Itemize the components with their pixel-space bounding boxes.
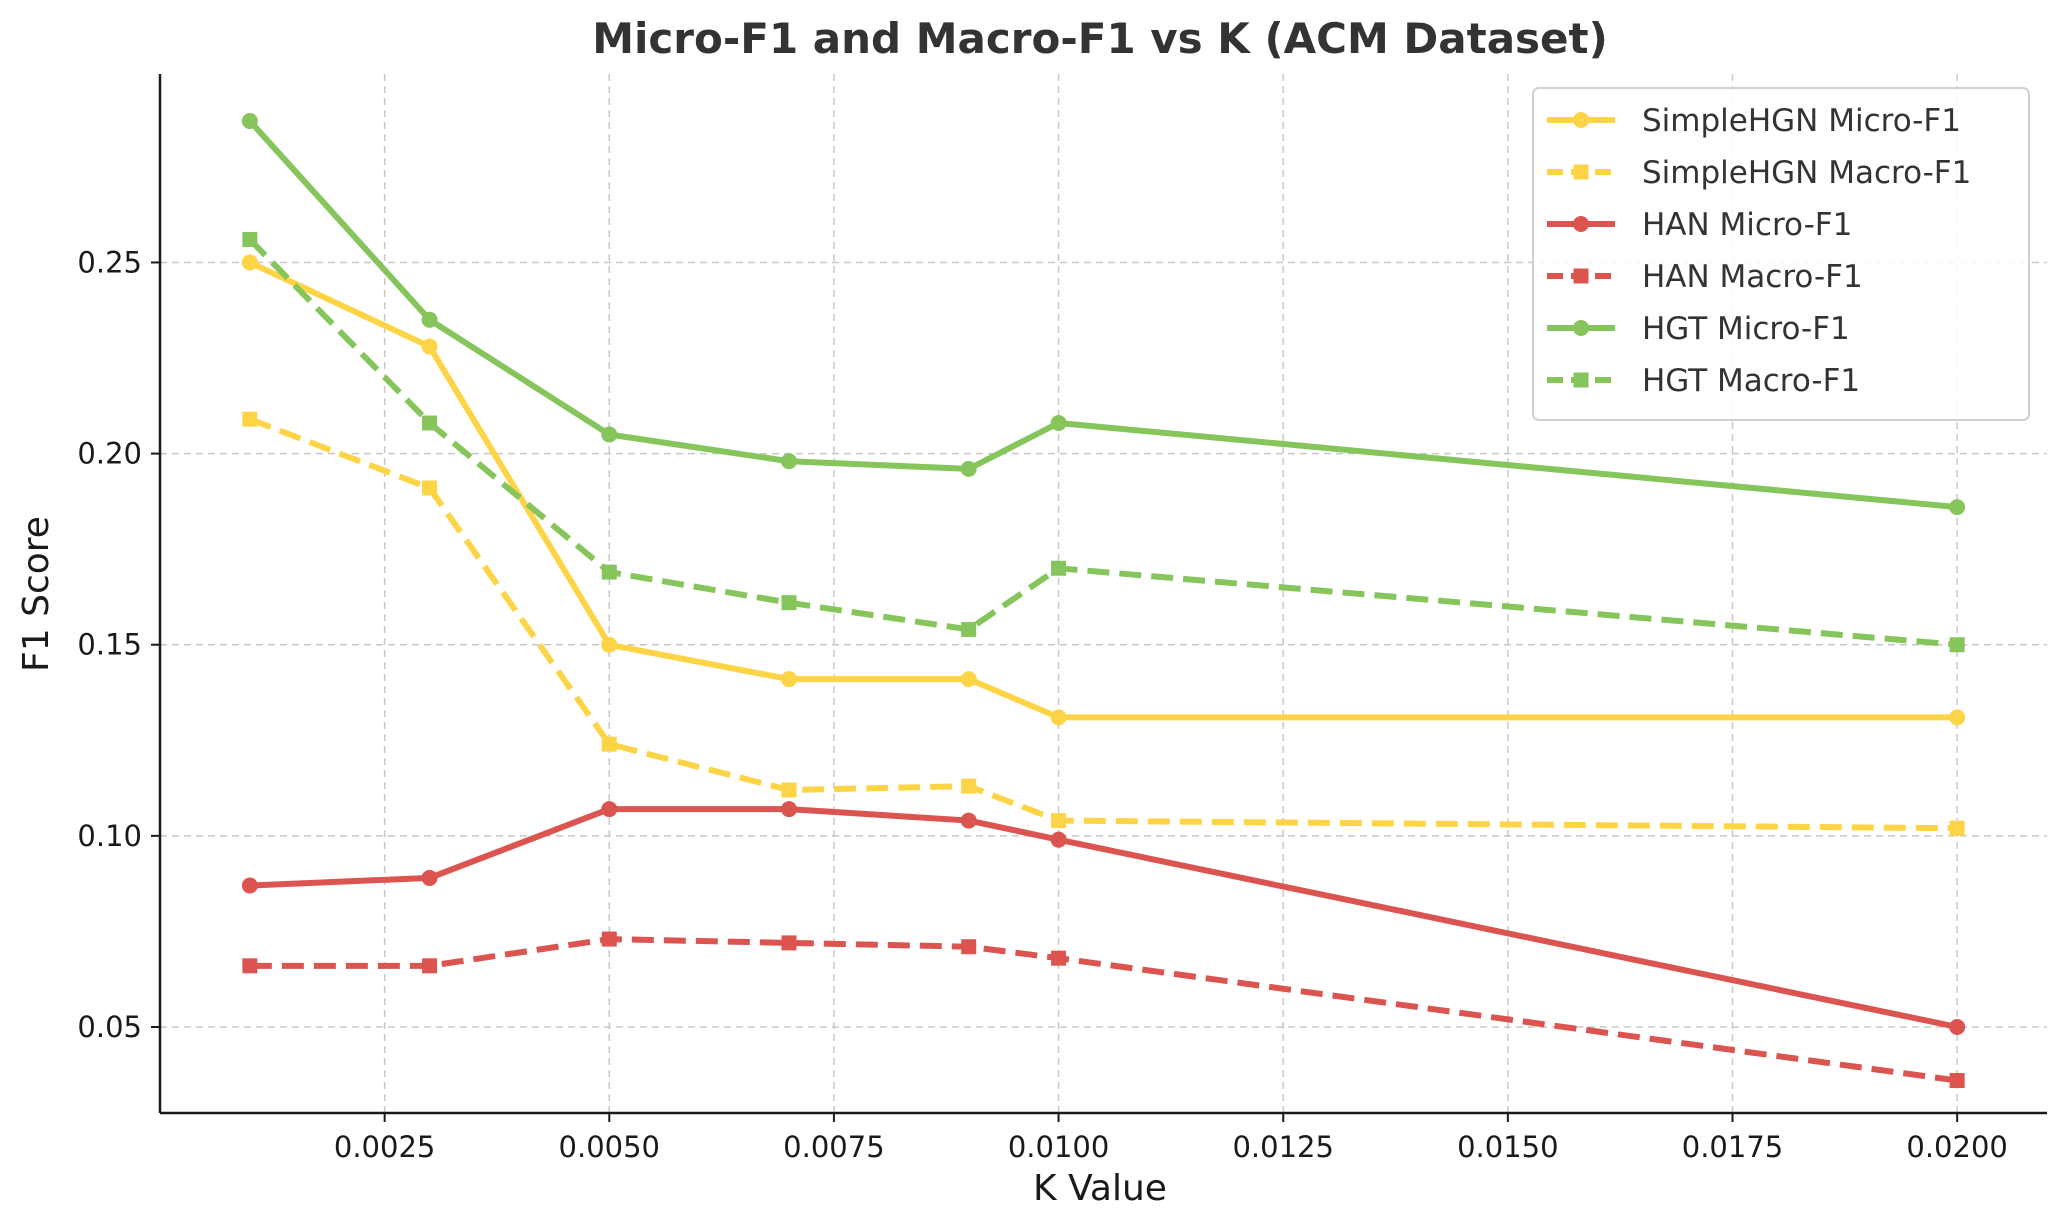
legend-item-hgt-macro-f1: HGT Macro-F1 [1547,363,1860,399]
x-tick-label-2: 0.0075 [783,1130,884,1164]
series-layer [241,113,1966,1089]
legend: SimpleHGN Micro-F1 SimpleHGN Macro-F1 HAN … [1532,87,2030,421]
series-han-macro-f1 [242,931,1965,1089]
data-point-hgt-macro-f1-0 [242,232,258,248]
data-point-simplehgn-macro-f1-4 [961,778,977,794]
data-point-han-micro-f1-4 [960,812,977,829]
data-point-simplehgn-macro-f1-3 [781,782,797,798]
series-han-micro-f1 [241,801,1966,1035]
y-tick-label-4: 0.25 [77,245,142,279]
legend-box [1532,87,2030,421]
legend-label: HGT Macro-F1 [1642,363,1860,399]
data-point-han-macro-f1-6 [1949,1073,1965,1089]
legend-item-simplehgn-micro-f1: SimpleHGN Micro-F1 [1547,103,1961,139]
data-point-hgt-macro-f1-6 [1949,637,1965,653]
legend-swatch-marker [1573,268,1589,284]
x-tick-label-0: 0.0025 [334,1130,435,1164]
series-line-han-micro-f1 [249,806,1958,1030]
legend-swatch-marker [1573,320,1589,336]
data-point-han-macro-f1-2 [601,931,617,947]
legend-item-simplehgn-macro-f1: SimpleHGN Macro-F1 [1547,155,1971,191]
data-point-han-macro-f1-4 [961,939,977,955]
legend-label: SimpleHGN Macro-F1 [1642,155,1971,191]
data-point-hgt-micro-f1-3 [781,453,797,470]
legend-label: SimpleHGN Micro-F1 [1642,103,1961,139]
data-point-han-macro-f1-1 [422,958,438,974]
y-tick-label-1: 0.10 [77,819,142,853]
series-simplehgn-micro-f1 [241,254,1966,726]
data-point-han-macro-f1-3 [781,935,797,951]
data-point-han-macro-f1-5 [1051,950,1067,966]
data-point-simplehgn-micro-f1-2 [601,636,618,653]
data-point-han-macro-f1-0 [242,958,258,974]
data-point-simplehgn-macro-f1-1 [422,480,438,496]
data-point-simplehgn-micro-f1-0 [241,254,258,271]
legend-swatch-marker [1573,164,1589,180]
y-tick-label-0: 0.05 [77,1010,142,1044]
data-point-hgt-macro-f1-2 [601,564,617,580]
legend-label: HAN Macro-F1 [1642,259,1863,295]
data-point-hgt-micro-f1-5 [1050,415,1067,432]
legend-label: HAN Micro-F1 [1642,207,1852,243]
x-tick-label-1: 0.0050 [559,1130,660,1164]
x-axis-label: K Value [1033,1168,1167,1209]
legend-item-han-macro-f1: HAN Macro-F1 [1547,259,1863,295]
x-tick-label-3: 0.0100 [1008,1130,1109,1164]
series-line-han-macro-f1 [249,936,1958,1084]
x-tick-label-5: 0.0150 [1457,1130,1558,1164]
series-hgt-macro-f1 [242,232,1965,653]
data-point-simplehgn-macro-f1-5 [1051,813,1067,829]
data-point-simplehgn-macro-f1-6 [1949,820,1965,836]
data-point-han-micro-f1-1 [421,869,438,886]
data-point-hgt-macro-f1-1 [422,415,438,431]
data-point-simplehgn-micro-f1-1 [421,338,438,355]
series-simplehgn-macro-f1 [242,411,1965,836]
y-tick-label-2: 0.15 [77,628,142,662]
data-point-hgt-micro-f1-4 [960,460,977,477]
legend-swatch-marker [1573,216,1589,232]
legend-swatch-marker [1573,372,1589,388]
y-ticks: 0.05 0.10 0.15 0.20 0.25 [77,245,160,1044]
data-point-han-micro-f1-2 [601,801,618,818]
y-axis-label: F1 Score [16,516,57,672]
data-point-han-micro-f1-6 [1949,1018,1966,1035]
chart-title: Micro-F1 and Macro-F1 vs K (ACM Dataset) [592,14,1608,63]
legend-label: HGT Micro-F1 [1642,311,1850,347]
data-point-hgt-macro-f1-4 [961,621,977,637]
data-point-hgt-macro-f1-3 [781,595,797,611]
data-point-hgt-micro-f1-2 [601,426,618,443]
data-point-hgt-micro-f1-0 [241,113,258,130]
legend-item-han-micro-f1: HAN Micro-F1 [1547,207,1852,243]
data-point-hgt-micro-f1-6 [1949,499,1966,516]
data-point-han-micro-f1-5 [1050,831,1067,848]
series-hgt-micro-f1 [241,113,1966,516]
data-point-simplehgn-micro-f1-5 [1050,709,1067,726]
x-tick-label-6: 0.0175 [1682,1130,1783,1164]
legend-swatch-marker [1573,112,1589,128]
data-point-han-micro-f1-0 [241,877,258,894]
data-point-simplehgn-macro-f1-0 [242,411,258,427]
data-point-simplehgn-micro-f1-6 [1949,709,1966,726]
y-tick-label-3: 0.20 [77,437,142,471]
legend-item-hgt-micro-f1: HGT Micro-F1 [1547,311,1850,347]
data-point-hgt-micro-f1-1 [421,311,438,328]
data-point-simplehgn-macro-f1-2 [601,736,617,752]
x-ticks: 0.0025 0.0050 0.0075 0.0100 0.0125 0.0150 0.01… [334,1113,2008,1164]
data-point-simplehgn-micro-f1-3 [781,671,797,688]
x-tick-label-7: 0.0200 [1906,1130,2007,1164]
data-point-han-micro-f1-3 [781,801,797,818]
data-point-hgt-macro-f1-5 [1051,560,1067,576]
x-tick-label-4: 0.0125 [1232,1130,1333,1164]
data-point-simplehgn-micro-f1-4 [960,671,977,688]
